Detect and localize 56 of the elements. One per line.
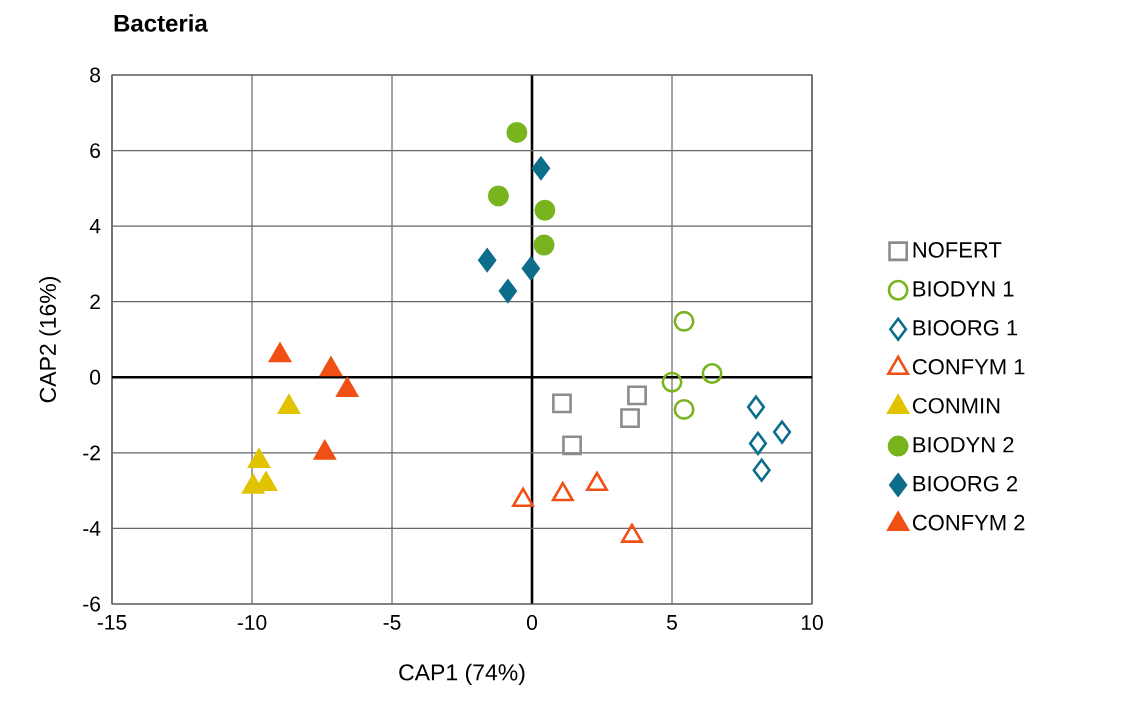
legend-label: CONFYM 2 <box>912 514 1025 531</box>
point <box>585 471 608 492</box>
point <box>551 481 574 502</box>
point <box>748 431 768 456</box>
x-tick-label: 10 <box>801 615 823 630</box>
y-tick-label: -6 <box>83 596 101 612</box>
point <box>336 377 359 398</box>
point <box>661 371 683 393</box>
point <box>255 471 278 492</box>
x-tick-label: -15 <box>97 615 127 630</box>
legend-label: BIODYN 1 <box>913 281 1014 297</box>
point <box>627 385 647 406</box>
point <box>498 279 518 303</box>
point <box>772 420 792 444</box>
point <box>506 121 528 143</box>
y-tick-label: 6 <box>90 143 101 158</box>
point <box>531 156 551 181</box>
point <box>487 185 509 207</box>
point <box>534 199 556 221</box>
x-tick-label: -5 <box>383 615 401 630</box>
point <box>478 248 497 272</box>
y-tick-label: -2 <box>83 445 100 461</box>
point <box>673 310 695 332</box>
legend-label: NOFERT <box>913 242 1002 258</box>
point <box>277 394 300 415</box>
legend-label: BIOORG 2 <box>913 475 1018 492</box>
point <box>533 234 555 256</box>
point <box>620 408 640 428</box>
point <box>701 363 723 384</box>
y-tick-label: 4 <box>89 218 101 234</box>
legend-label: CONMIN <box>912 397 1000 414</box>
point <box>746 395 766 419</box>
x-tick-label: 0 <box>526 615 538 630</box>
x-tick-label: -10 <box>237 615 267 630</box>
legend-label: BIODYN 2 <box>913 436 1014 453</box>
y-tick-label: -4 <box>83 521 101 536</box>
point <box>319 356 342 377</box>
point <box>313 440 336 460</box>
y-axis-title: CAP2 (16%) <box>39 277 61 403</box>
chart-title: Bacteria <box>114 14 208 32</box>
legend-label: CONFYM 1 <box>912 358 1025 375</box>
point <box>269 342 291 363</box>
point <box>562 435 582 456</box>
x-tick-label: 5 <box>667 615 677 630</box>
point <box>752 458 771 482</box>
point <box>620 523 643 543</box>
point <box>248 448 270 469</box>
y-tick-label: 0 <box>90 369 101 385</box>
x-axis-title: CAP1 (74%) <box>399 663 525 686</box>
y-tick-label: 8 <box>90 67 101 83</box>
point <box>521 256 540 281</box>
legend-label: BIOORG 1 <box>913 320 1018 336</box>
point <box>552 393 572 414</box>
y-tick-label: 2 <box>90 294 100 310</box>
point <box>673 398 695 420</box>
point <box>512 487 535 507</box>
